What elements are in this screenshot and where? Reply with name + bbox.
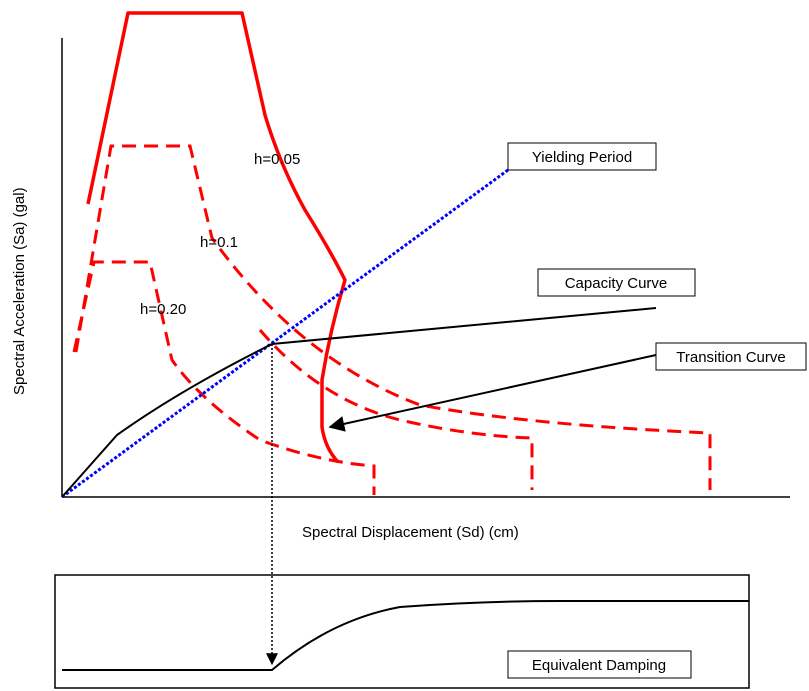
y-axis-title: Spectral Acceleration (Sa) (gal) <box>11 187 28 395</box>
capacity-curve-line <box>61 307 657 498</box>
x-axis-title: Spectral Displacement (Sd) (cm) <box>302 524 519 541</box>
demand-spectrum-h01 <box>74 144 712 490</box>
damping-label-h005: h=0.05 <box>254 151 300 168</box>
transition-curve-arrow <box>328 354 657 432</box>
damping-label-h020: h=0.20 <box>140 301 186 318</box>
lower-plot: Equivalent Damping <box>54 574 750 689</box>
demand-spectrum-intermediate <box>258 329 534 490</box>
equivalent-damping-curve <box>62 600 749 671</box>
yielding-period-callout: Yielding Period <box>507 142 657 171</box>
damping-label-h01: h=0.1 <box>200 234 238 251</box>
equivalent-damping-callout: Equivalent Damping <box>507 650 692 679</box>
capacity-curve-label: Capacity Curve <box>565 275 668 292</box>
yielding-period-line <box>61 168 509 499</box>
transition-curve-callout: Transition Curve <box>328 342 807 432</box>
equivalent-damping-label: Equivalent Damping <box>532 657 666 674</box>
transition-curve-label: Transition Curve <box>676 349 785 366</box>
upper-plot: Yielding Period Capacity Curve Transitio… <box>11 11 807 541</box>
demand-spectrum-h005 <box>86 11 347 464</box>
yielding-period-label: Yielding Period <box>532 149 632 166</box>
capacity-curve-callout: Capacity Curve <box>537 268 696 297</box>
lower-plot-frame <box>54 574 750 689</box>
